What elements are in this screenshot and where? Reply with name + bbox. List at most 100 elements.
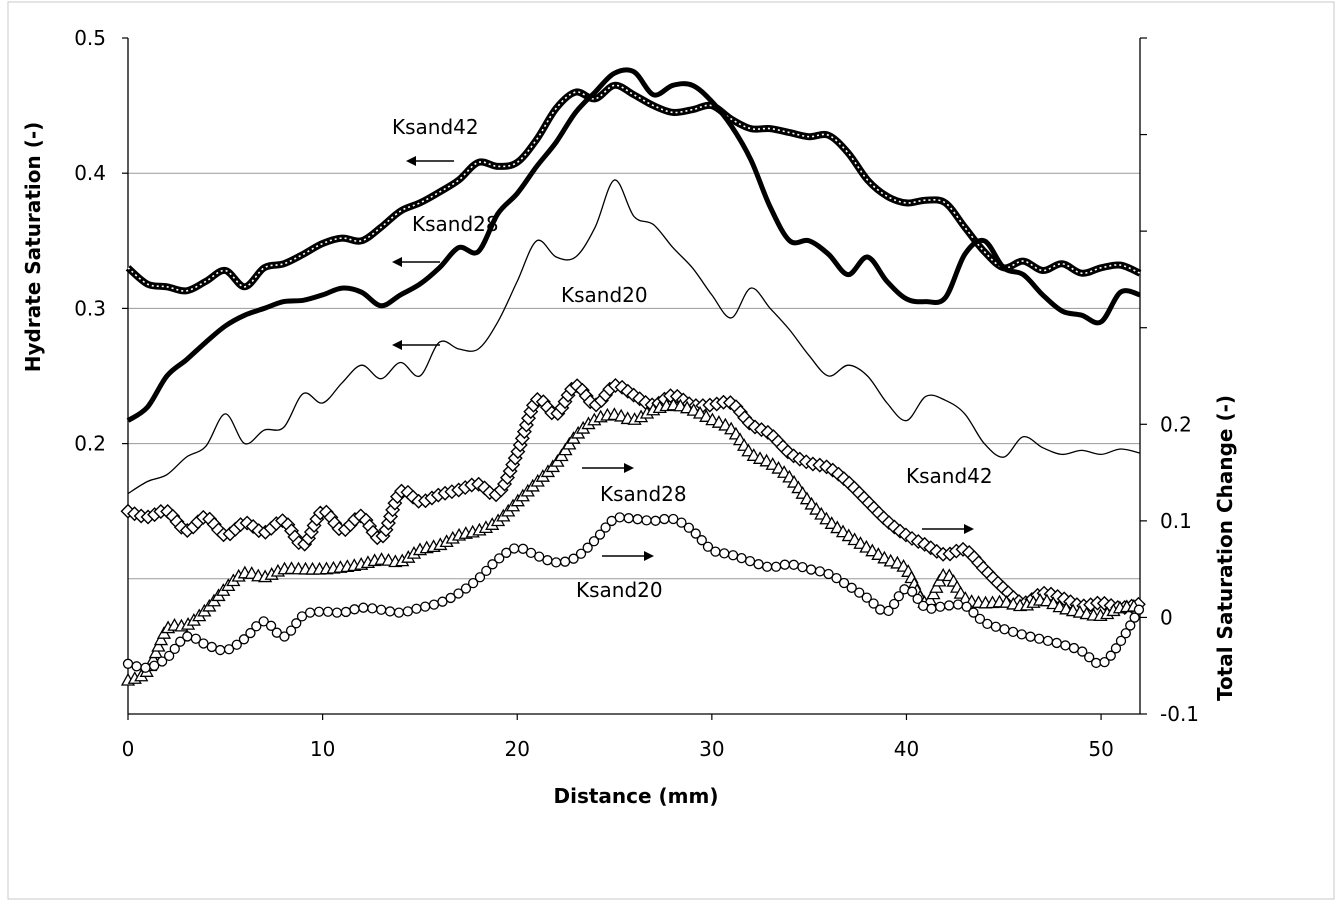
data-point-circle <box>481 565 492 576</box>
data-point-circle <box>797 561 808 573</box>
data-point-circle <box>437 596 448 607</box>
data-point-circle <box>340 606 352 618</box>
data-point-circle <box>659 513 670 525</box>
data-point-circle <box>594 529 606 540</box>
data-point-circle <box>542 555 553 566</box>
data-point-circle <box>140 662 151 673</box>
data-point-circle <box>393 607 405 618</box>
data-point-circle <box>690 528 701 539</box>
data-point-circle <box>258 616 269 627</box>
data-point-circle <box>349 604 360 615</box>
data-point-circle <box>702 541 714 552</box>
data-point-circle <box>1115 635 1127 647</box>
data-point-triangle <box>148 645 163 659</box>
y-right-tick-label: 0.2 <box>1160 412 1192 436</box>
data-point-circle <box>156 656 168 667</box>
data-point-circle <box>710 546 721 557</box>
annotation-label: Ksand28 <box>412 212 499 236</box>
data-point-circle <box>474 572 486 583</box>
data-point-circle <box>588 536 600 547</box>
data-point-circle <box>968 607 979 618</box>
data-point-circle <box>1120 628 1131 639</box>
data-point-circle <box>304 607 316 618</box>
y-axis-left-title: Hydrate Saturation (-) <box>21 122 45 373</box>
series-ksand42-right <box>120 378 1146 615</box>
data-point-circle <box>367 603 378 614</box>
data-point-circle <box>1007 626 1019 638</box>
data-point-circle <box>875 604 886 615</box>
data-point-circle <box>683 522 695 533</box>
data-point-circle <box>1077 646 1088 657</box>
series-ksand28-left-line <box>126 67 1141 423</box>
data-point-circle <box>883 605 894 617</box>
outer-frame <box>7 1 1335 900</box>
y-left-tick-label: 0.2 <box>74 432 106 456</box>
data-point-circle <box>676 517 687 528</box>
data-point-circle <box>990 621 1001 632</box>
data-point-circle <box>854 587 865 598</box>
data-point-circle <box>445 592 456 604</box>
data-point-circle <box>961 601 972 612</box>
data-point-circle <box>1090 657 1102 669</box>
gridlines <box>128 172 1140 580</box>
data-point-circle <box>831 572 842 584</box>
data-point-circle <box>575 548 587 559</box>
data-point-circle <box>982 618 993 630</box>
data-point-circle <box>861 592 872 603</box>
data-point-circle <box>1110 643 1122 654</box>
data-point-triangle <box>926 586 941 600</box>
data-point-circle <box>1042 635 1054 646</box>
data-point-circle <box>1099 656 1110 668</box>
data-point-circle <box>1084 652 1095 663</box>
data-point-circle <box>838 577 850 589</box>
series-ksand42-left <box>125 81 1142 295</box>
data-point-circle <box>952 599 964 610</box>
x-tick-label: 50 <box>1088 737 1113 761</box>
y-right-tick-label: -0.1 <box>1160 702 1199 726</box>
x-tick-label: 30 <box>699 737 724 761</box>
annotation-label: Ksand20 <box>576 578 663 602</box>
data-point-circle <box>912 593 923 605</box>
data-point-circle <box>805 564 817 575</box>
data-point-circle <box>509 543 520 554</box>
data-point-circle <box>467 577 479 589</box>
series-ksand28-left <box>126 67 1141 423</box>
arrow-right-icon <box>922 524 974 534</box>
data-point-circle <box>696 535 707 546</box>
series-ksand42-left-line <box>125 81 1142 295</box>
data-point-circle <box>501 547 512 558</box>
ticks <box>122 37 1147 720</box>
x-axis-title: Distance (mm) <box>554 784 719 808</box>
y-right-tick-label: 0.1 <box>1160 509 1192 533</box>
arrow-left-icon <box>392 257 440 267</box>
data-point-circle <box>668 513 679 525</box>
data-point-circle <box>149 660 160 671</box>
series-ksand20-right <box>122 512 1145 673</box>
data-point-circle <box>753 559 764 570</box>
data-point-circle <box>641 515 652 526</box>
data-point-circle <box>868 598 879 609</box>
data-point-circle <box>494 553 505 564</box>
data-point-circle <box>131 661 142 672</box>
annotation-label: Ksand42 <box>906 464 993 488</box>
x-tick-label: 40 <box>894 737 919 761</box>
data-point-circle <box>1016 629 1027 640</box>
data-point-circle <box>265 620 277 631</box>
data-point-circle <box>487 559 498 570</box>
data-point-circle <box>559 556 571 567</box>
annotations: Ksand42 Ksand28 Ksand20 Ksand28 Ksand42 … <box>392 115 993 602</box>
data-point-circle <box>198 638 209 649</box>
data-point-circle <box>231 639 242 650</box>
data-point-circle <box>550 557 562 568</box>
data-point-circle <box>206 641 217 653</box>
annotation-label: Ksand42 <box>392 115 479 139</box>
x-tick-label: 10 <box>310 737 335 761</box>
data-point-circle <box>907 586 918 597</box>
data-point-circle <box>402 606 413 617</box>
data-point-circle <box>614 512 625 523</box>
data-point-circle <box>313 606 325 617</box>
data-point-circle <box>215 644 226 656</box>
data-point-circle <box>744 556 756 567</box>
x-tick-label: 0 <box>122 737 135 761</box>
